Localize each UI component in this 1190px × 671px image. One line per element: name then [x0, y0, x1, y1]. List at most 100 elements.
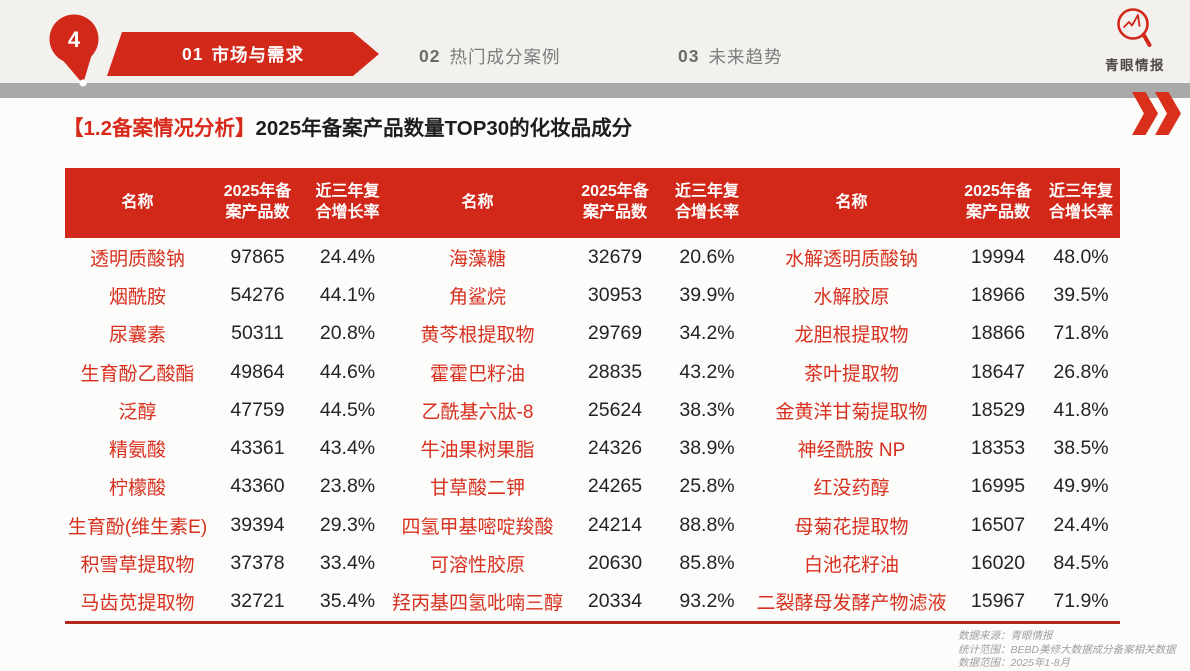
- header-growth: 近三年复 合增长率: [315, 183, 380, 221]
- product-count-cell: 24326: [587, 437, 643, 460]
- growth-rate-cell: 39.5%: [1053, 283, 1109, 306]
- growth-rate-cell: 20.6%: [679, 245, 735, 268]
- growth-rate-cell: 26.8%: [1053, 360, 1109, 383]
- product-count-cell: 18866: [970, 322, 1026, 345]
- product-count-cell: 32679: [587, 245, 643, 268]
- product-count-cell: 49864: [230, 360, 285, 383]
- product-count-cell: 18647: [970, 360, 1026, 383]
- footnote-scope: 统计范围：BEBD美修大数据成分备案相关数据: [958, 643, 1176, 656]
- growth-rate-cell: 71.9%: [1053, 590, 1109, 613]
- ingredient-name-cell: 四氢甲基嘧啶羧酸: [401, 516, 554, 538]
- product-count-cell: 19994: [970, 245, 1026, 268]
- title-section-tag: 【1.2备案情况分析】: [63, 117, 256, 140]
- ingredient-name-cell: 红没药醇: [813, 478, 890, 500]
- table-row: 柠檬酸 43360 23.8% 甘草酸二钾 24265 25.8% 红没药醇 16995 49.…: [65, 468, 1120, 506]
- table-header-row: 名称 2025年备 案产品数 近三年复 合增长率 名称 2025年备 案产品数 …: [65, 168, 1120, 238]
- tab-number: 01: [182, 43, 204, 64]
- product-count-cell: 43360: [230, 475, 285, 498]
- page-number-pin: 4: [49, 14, 99, 87]
- header-name: 名称: [121, 193, 154, 211]
- title-main-text: 2025年备案产品数量TOP30的化妆品成分: [255, 117, 633, 140]
- ingredient-name-cell: 神经酰胺 NP: [797, 440, 906, 462]
- header-count: 2025年备 案产品数: [223, 183, 292, 221]
- product-count-cell: 29769: [587, 322, 643, 345]
- growth-rate-cell: 23.8%: [319, 475, 376, 498]
- tab-hot-ingredients[interactable]: 02 热门成分案例: [419, 44, 560, 69]
- ingredient-name-cell: 霍霍巴籽油: [429, 363, 525, 385]
- tab-label: 热门成分案例: [449, 47, 561, 67]
- table-body: 透明质酸钠 97865 24.4% 海藻糖 32679 20.6% 水解透明质酸钠 19994…: [65, 238, 1120, 624]
- ingredient-name-cell: 烟酰胺: [108, 286, 166, 308]
- divider-bar: [0, 83, 1190, 98]
- table-row: 马齿苋提取物 32721 35.4% 羟丙基四氢吡喃三醇 20334 93.2% 二裂酵母发…: [65, 583, 1120, 621]
- product-count-cell: 24265: [587, 475, 643, 498]
- growth-rate-cell: 48.0%: [1053, 245, 1109, 268]
- table-row: 生育酚(维生素E) 39394 29.3% 四氢甲基嘧啶羧酸 24214 88.8% 母菊花…: [65, 506, 1120, 544]
- product-count-cell: 24214: [587, 513, 643, 536]
- tab-future-trends[interactable]: 03 未来趋势: [678, 44, 782, 69]
- page-title: 【1.2备案情况分析】2025年备案产品数量TOP30的化妆品成分: [63, 111, 632, 141]
- header-name: 名称: [461, 193, 494, 211]
- table-row: 透明质酸钠 97865 24.4% 海藻糖 32679 20.6% 水解透明质酸钠 19994…: [65, 238, 1120, 276]
- table-row: 积雪草提取物 37378 33.4% 可溶性胶原 20630 85.8% 白池花籽油 1602…: [65, 544, 1120, 582]
- ingredient-name-cell: 金黄洋甘菊提取物: [775, 401, 928, 423]
- growth-rate-cell: 43.2%: [679, 360, 735, 383]
- ingredient-name-cell: 海藻糖: [448, 248, 506, 270]
- product-count-cell: 47759: [230, 398, 285, 421]
- product-count-cell: 39394: [230, 513, 285, 536]
- growth-rate-cell: 71.8%: [1053, 322, 1109, 345]
- growth-rate-cell: 44.1%: [319, 283, 376, 306]
- ingredient-name-cell: 龙胆根提取物: [794, 325, 909, 347]
- table-row: 尿囊素 50311 20.8% 黄芩根提取物 29769 34.2% 龙胆根提取物 18866…: [65, 315, 1120, 353]
- pin-circle: [49, 14, 99, 64]
- tab-label: 市场与需求: [211, 44, 304, 65]
- product-count-cell: 25624: [587, 398, 643, 421]
- data-source-footnote: 数据来源：青眼情报 统计范围：BEBD美修大数据成分备案相关数据 数据范围：20…: [958, 630, 1176, 671]
- growth-rate-cell: 38.5%: [1053, 437, 1109, 460]
- footnote-range: 数据范围：2025年1-8月: [958, 657, 1071, 670]
- ingredient-name-cell: 牛油果树果脂: [420, 440, 535, 462]
- ingredient-name-cell: 白池花籽油: [803, 555, 899, 577]
- growth-rate-cell: 39.9%: [679, 283, 735, 306]
- growth-rate-cell: 20.8%: [319, 322, 376, 345]
- table-row: 精氨酸 43361 43.4% 牛油果树果脂 24326 38.9% 神经酰胺 NP 1835…: [65, 429, 1120, 467]
- product-count-cell: 97865: [230, 245, 285, 268]
- tab-market-demand[interactable]: 01 市场与需求: [107, 32, 379, 76]
- growth-rate-cell: 41.8%: [1053, 398, 1109, 421]
- ingredient-name-cell: 积雪草提取物: [80, 555, 195, 577]
- tab-label: 未来趋势: [708, 47, 783, 67]
- product-count-cell: 18353: [970, 437, 1026, 460]
- double-chevron-icon: [1132, 92, 1188, 135]
- product-count-cell: 18966: [970, 283, 1026, 306]
- growth-rate-cell: 29.3%: [319, 513, 376, 536]
- product-count-cell: 32721: [230, 590, 285, 613]
- ingredient-name-cell: 甘草酸二钾: [429, 478, 525, 500]
- header-growth: 近三年复 合增长率: [674, 183, 739, 221]
- ingredient-name-cell: 水解胶原: [813, 286, 890, 308]
- ingredients-table: 名称 2025年备 案产品数 近三年复 合增长率 名称 2025年备 案产品数 …: [65, 168, 1120, 624]
- ingredient-name-cell: 马齿苋提取物: [80, 593, 195, 615]
- table-row: 烟酰胺 54276 44.1% 角鲨烷 30953 39.9% 水解胶原 18966 39.5%: [65, 276, 1120, 314]
- ingredient-name-cell: 黄芩根提取物: [420, 325, 535, 347]
- qingyan-logo: 青眼情报: [1083, 5, 1187, 74]
- logo-text: 青眼情报: [1105, 58, 1165, 73]
- table-row: 生育酚乙酸酯 49864 44.6% 霍霍巴籽油 28835 43.2% 茶叶提取物 1864…: [65, 353, 1120, 391]
- growth-rate-cell: 44.6%: [319, 360, 376, 383]
- ingredient-name-cell: 羟丙基四氢吡喃三醇: [391, 593, 563, 615]
- ingredient-name-cell: 可溶性胶原: [429, 555, 525, 577]
- growth-rate-cell: 25.8%: [679, 475, 735, 498]
- ingredient-name-cell: 水解透明质酸钠: [784, 248, 918, 270]
- product-count-cell: 43361: [230, 437, 285, 460]
- growth-rate-cell: 24.4%: [319, 245, 376, 268]
- ingredient-name-cell: 生育酚乙酸酯: [80, 363, 195, 385]
- tab-number: 03: [678, 46, 700, 66]
- header-name: 名称: [835, 193, 868, 211]
- product-count-cell: 37378: [230, 552, 285, 575]
- growth-rate-cell: 38.3%: [679, 398, 735, 421]
- ingredient-name-cell: 泛醇: [118, 401, 157, 423]
- ingredient-name-cell: 透明质酸钠: [89, 248, 185, 270]
- ingredient-name-cell: 茶叶提取物: [803, 363, 899, 385]
- growth-rate-cell: 33.4%: [319, 552, 376, 575]
- magnifier-chart-icon: [1117, 8, 1152, 47]
- growth-rate-cell: 43.4%: [319, 437, 376, 460]
